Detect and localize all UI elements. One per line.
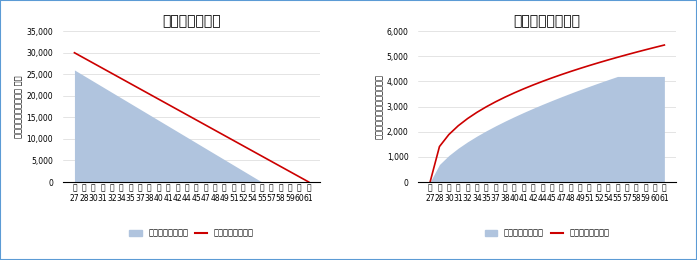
Legend: 返済後ローン残高, 返済前ローン残高: 返済後ローン残高, 返済前ローン残高: [482, 225, 613, 241]
Title: 総支払利息額比較: 総支払利息額比較: [514, 15, 581, 29]
Y-axis label: ローン残高（単位：萬 円）: ローン残高（単位：萬 円）: [15, 75, 24, 138]
Title: ローン残高比較: ローン残高比較: [162, 15, 221, 29]
Y-axis label: 利息支払累計（単位：千円）: 利息支払累計（単位：千円）: [375, 74, 384, 139]
Legend: 返済後ローン残高, 返済前ローン残高: 返済後ローン残高, 返済前ローン残高: [125, 225, 257, 241]
